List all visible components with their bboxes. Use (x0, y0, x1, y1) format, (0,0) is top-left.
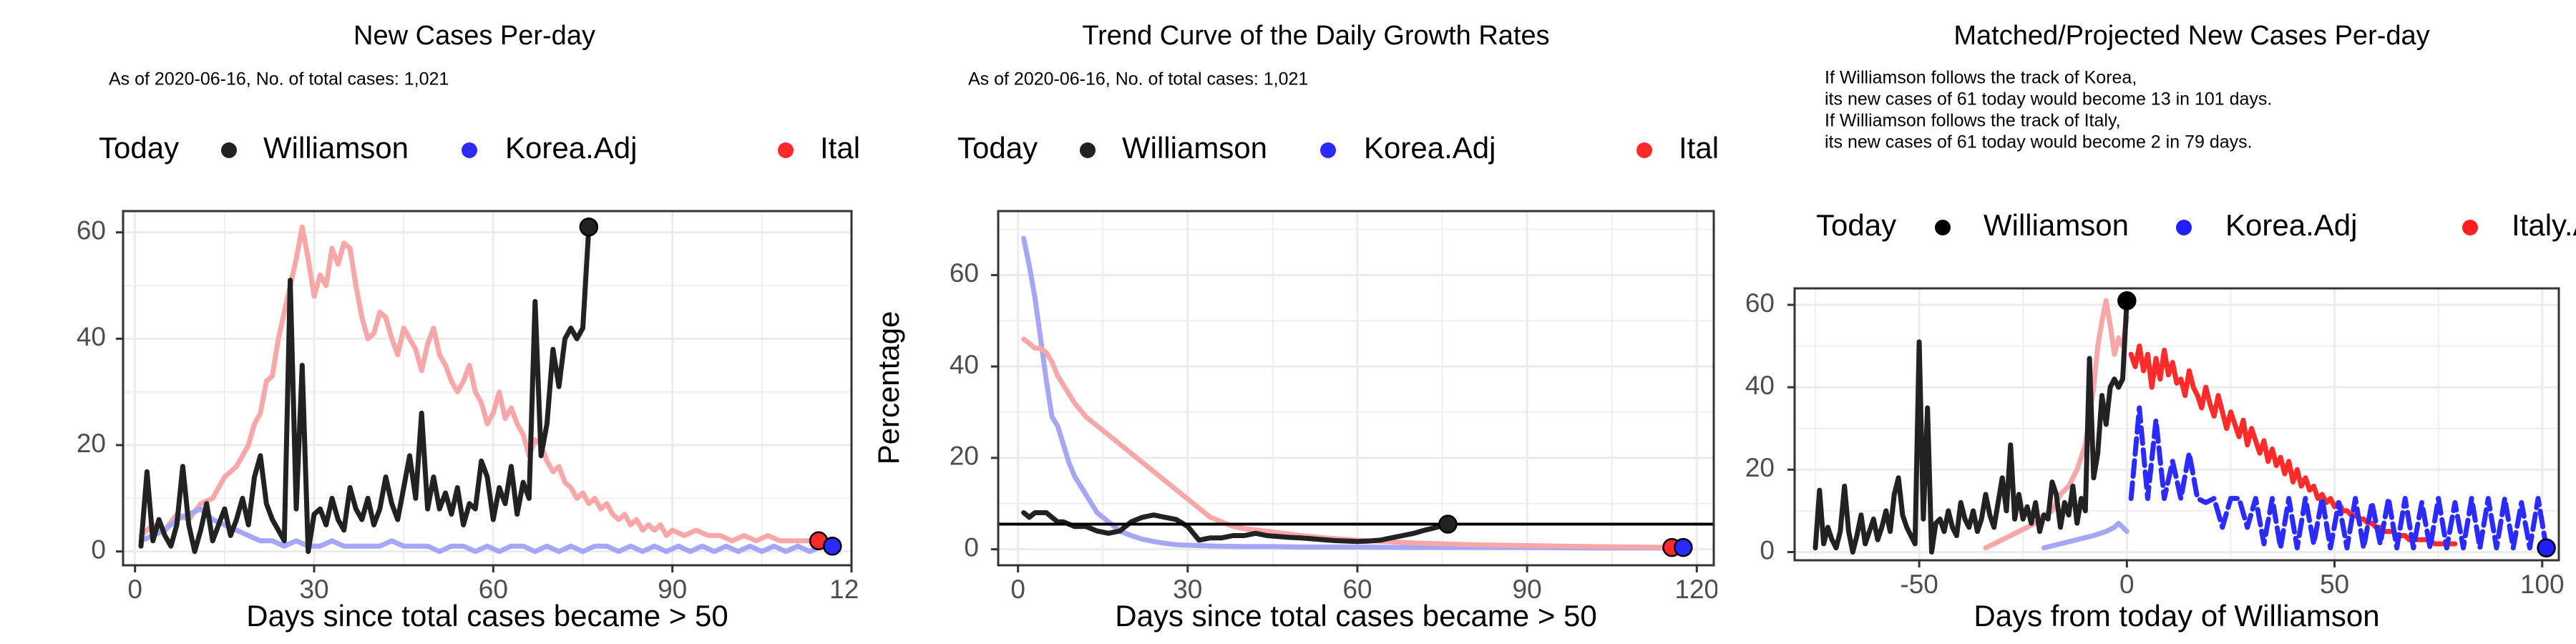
projection-note-line: its new cases of 61 today would become 2… (1825, 132, 2253, 152)
grid (998, 211, 1714, 565)
y-tick-label: 60 (1745, 288, 1775, 318)
x-axis-title: Days from today of Williamson (1974, 599, 2379, 633)
panel-projected-cases: Matched/Projected New Cases Per-day If Wi… (1745, 21, 2576, 633)
legend-dot-italy-adj (778, 142, 794, 158)
legend-dot-korea-adj (1320, 142, 1336, 158)
projection-note-line: its new cases of 61 today would become 1… (1825, 89, 2272, 109)
series-group (1021, 235, 1683, 551)
x-tick-label: 90 (658, 575, 687, 604)
series-line-korea-adj-matched (2041, 520, 2129, 551)
legend-label: Italy.Adj (2512, 208, 2576, 242)
panel-border (122, 210, 853, 567)
legend: Today Williamson Korea.Adj Italy.Adj (99, 131, 859, 165)
legend-dot-williamson (221, 142, 237, 158)
y-tick-label: 60 (77, 216, 106, 245)
projection-note-line: If Williamson follows the track of Italy… (1825, 111, 2121, 131)
grid (123, 211, 853, 565)
x-tick-label: 30 (1173, 575, 1202, 604)
marker-korea-adj-end (2537, 538, 2556, 557)
y-tick-label: 0 (964, 532, 979, 562)
legend-label: Williamson (1984, 208, 2129, 242)
chart-title: Matched/Projected New Cases Per-day (1953, 21, 2429, 51)
x-tick-label: 90 (1513, 575, 1542, 604)
x-tick-label: 0 (1010, 575, 1025, 604)
legend-dot-williamson (1935, 220, 1951, 235)
y-tick-label: 40 (1745, 371, 1775, 400)
y-tick-label: 20 (1745, 453, 1775, 482)
axes: -50 0 50 100 0 20 40 60 (1745, 288, 2565, 599)
legend-dot-italy-adj (2462, 220, 2478, 235)
panel-new-cases: New Cases Per-day As of 2020-06-16, No. o… (77, 21, 859, 633)
marker-williamson-today (1438, 514, 1458, 534)
x-axis-title: Days since total cases became > 50 (246, 599, 728, 633)
legend-label: Korea.Adj (505, 131, 637, 165)
legend-title: Today (1816, 208, 1896, 242)
marker-korea-adj-today (1674, 537, 1693, 557)
legend-label: Korea.Adj (2225, 208, 2357, 242)
chart-title: New Cases Per-day (353, 21, 595, 51)
x-tick-label: 100 (2520, 570, 2565, 599)
series-group (1813, 298, 2550, 555)
marker-williamson-today (579, 218, 599, 237)
series-line-korea-adj (1021, 235, 1683, 551)
y-tick-label: 20 (950, 441, 979, 471)
legend: Today Williamson Korea.Adj Italy.Adj (1816, 208, 2576, 242)
legend-label: Italy.Adj (820, 131, 859, 165)
x-tick-label: 30 (299, 575, 328, 604)
panel-border (997, 210, 1715, 567)
x-tick-label: 0 (2119, 570, 2135, 599)
chart-subtitle: As of 2020-06-16, No. of total cases: 1,… (968, 69, 1308, 89)
legend-dot-korea-adj (462, 142, 477, 158)
series-line-williamson (1021, 510, 1450, 545)
axes: 0 30 60 90 120 0 20 40 60 (77, 216, 859, 604)
legend-label: Italy.Adj (1679, 131, 1717, 165)
legend-title: Today (957, 131, 1038, 165)
y-tick-label: 40 (77, 322, 106, 351)
legend-dot-italy-adj (1636, 142, 1652, 158)
series-line-korea-adj (138, 506, 836, 555)
x-tick-label: 60 (479, 575, 508, 604)
legend-title: Today (99, 131, 179, 165)
marker-korea-adj-today (823, 536, 842, 556)
y-tick-label: 0 (91, 535, 106, 564)
panel-border (1793, 287, 2560, 562)
x-tick-label: 120 (1674, 575, 1717, 604)
series-line-italy-adj-matched (1983, 298, 2129, 551)
legend: Today Williamson Korea.Adj Italy.Adj (957, 131, 1717, 165)
x-tick-label: -50 (1900, 570, 1938, 599)
legend-label: Williamson (1122, 131, 1267, 165)
axes: 0 30 60 90 120 0 20 40 60 (950, 258, 1717, 604)
chart-subtitle: As of 2020-06-16, No. of total cases: 1,… (109, 69, 449, 89)
y-tick-label: 40 (950, 350, 979, 379)
x-tick-label: 0 (127, 575, 142, 604)
y-tick-label: 60 (950, 258, 979, 288)
panel-growth-rates: Trend Curve of the Daily Growth Rates As … (872, 21, 1717, 633)
legend-dot-korea-adj (2176, 220, 2192, 235)
series-line-italy-adj (138, 224, 819, 544)
legend-dot-williamson (1080, 142, 1096, 158)
projection-note-line: If Williamson follows the track of Korea… (1825, 68, 2137, 88)
series-line-williamson (138, 224, 592, 555)
x-axis-title: Days since total cases became > 50 (1115, 599, 1597, 633)
y-tick-label: 0 (1760, 535, 1775, 565)
series-group (138, 224, 836, 555)
legend-label: Korea.Adj (1364, 131, 1496, 165)
series-line-williamson (1813, 298, 2129, 555)
x-tick-label: 50 (2320, 570, 2349, 599)
marker-williamson-today (2117, 291, 2137, 311)
series-line-korea-adj-projected (2128, 405, 2550, 551)
y-axis-title: Percentage (872, 311, 905, 465)
chart-title: Trend Curve of the Daily Growth Rates (1082, 21, 1549, 51)
x-tick-label: 60 (1342, 575, 1372, 604)
series-line-italy-adj (1021, 336, 1672, 550)
legend-label: Williamson (263, 131, 409, 165)
x-tick-label: 120 (829, 575, 859, 604)
y-tick-label: 20 (77, 429, 106, 458)
